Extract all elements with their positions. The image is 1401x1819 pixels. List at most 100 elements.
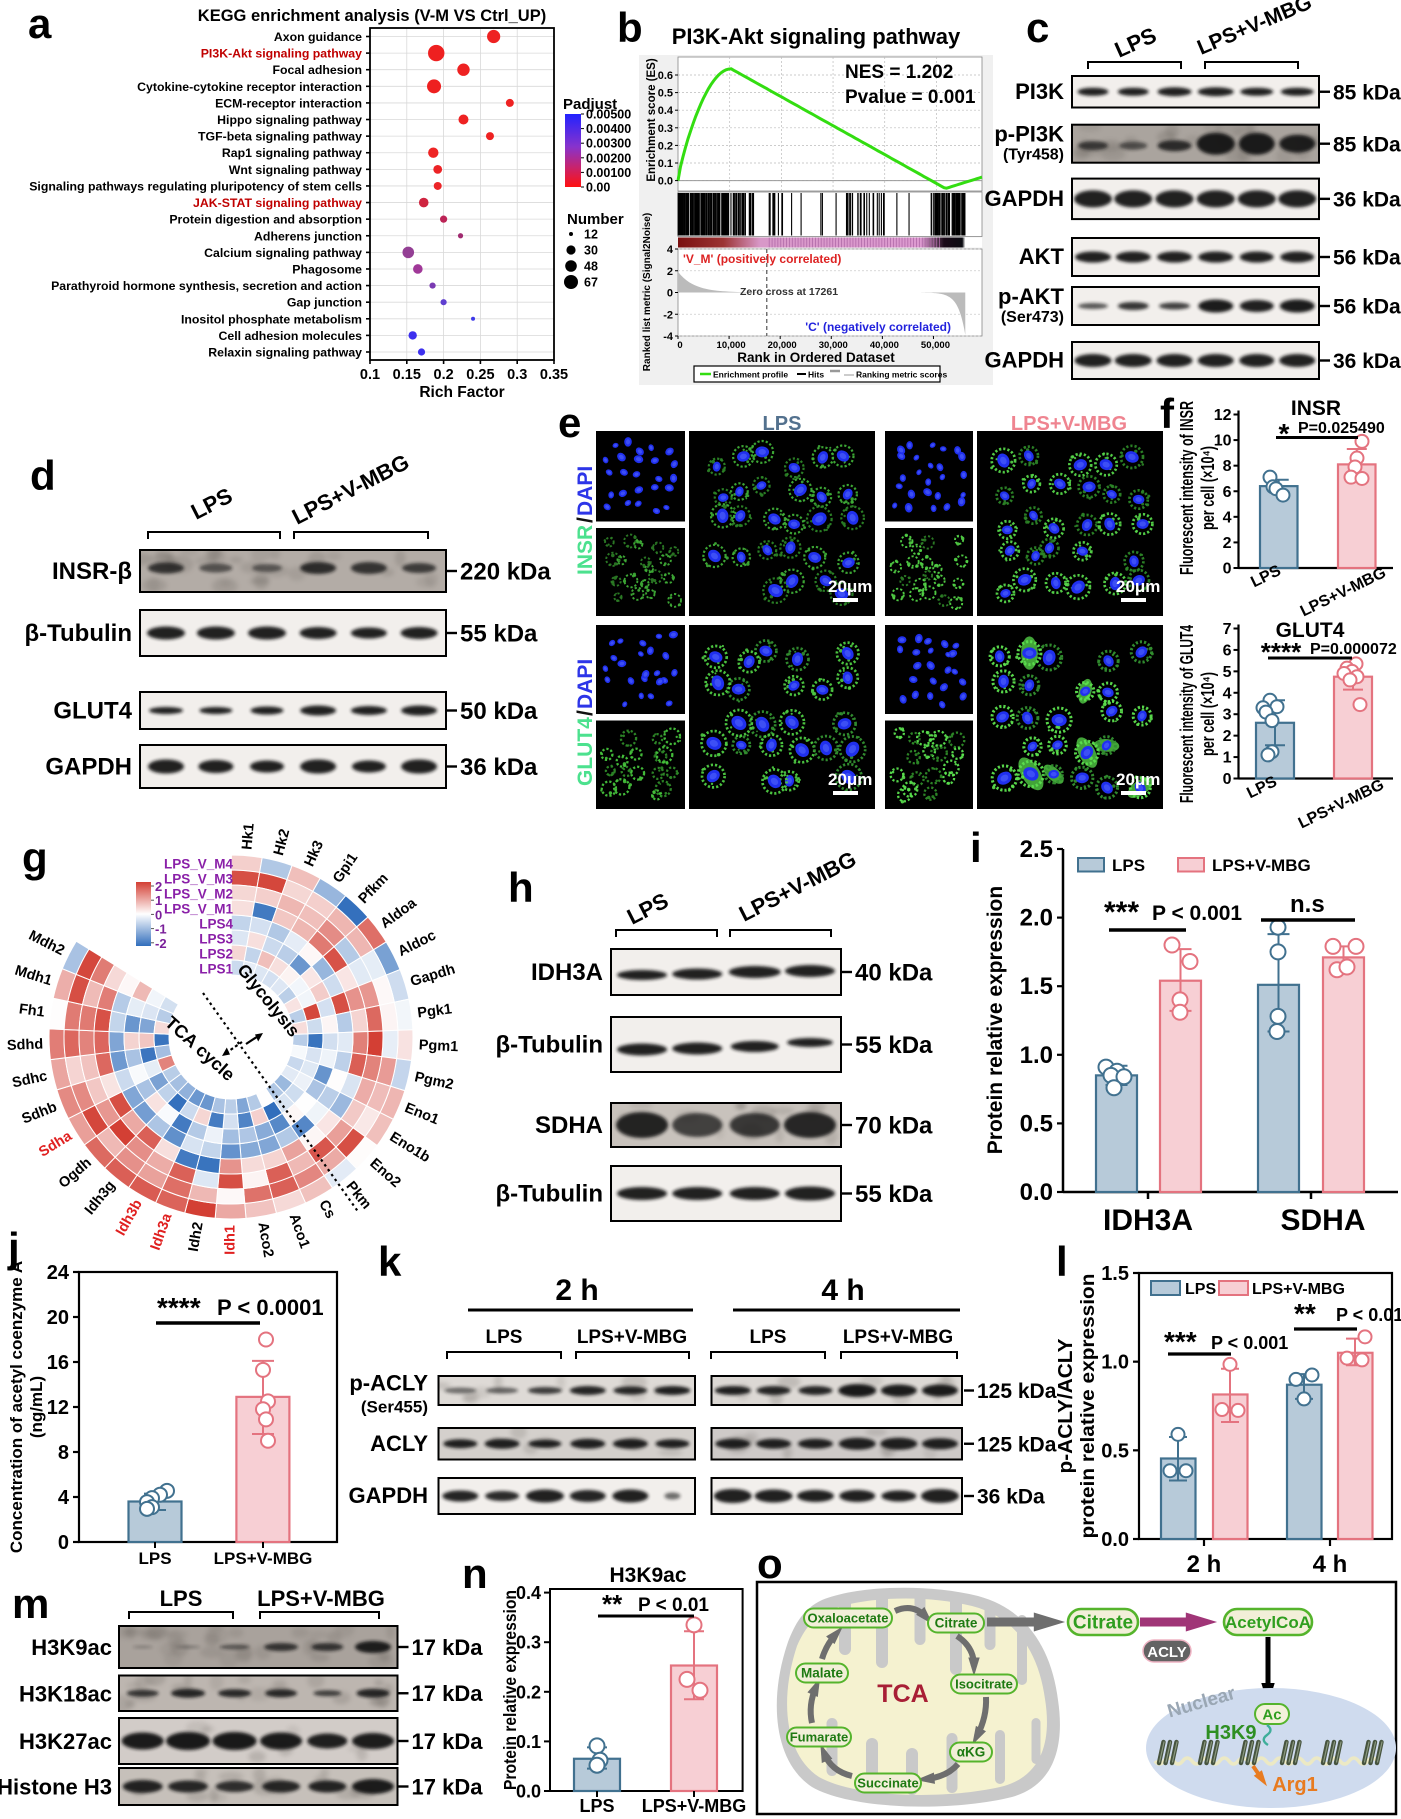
- svg-text:0.00200: 0.00200: [586, 151, 631, 165]
- svg-text:Aco2: Aco2: [254, 1221, 276, 1259]
- svg-text:P < 0.0001: P < 0.0001: [217, 1295, 324, 1320]
- svg-text:0.0: 0.0: [658, 176, 673, 188]
- svg-text:*: *: [1279, 418, 1290, 449]
- svg-text:LPS: LPS: [579, 1796, 614, 1816]
- svg-text:P=0.000072: P=0.000072: [1310, 641, 1397, 658]
- svg-text:m: m: [12, 1580, 49, 1627]
- svg-text:Ranked list metric (Signal2Noi: Ranked list metric (Signal2Noise): [642, 213, 653, 371]
- svg-text:0: 0: [677, 340, 682, 351]
- svg-text:48: 48: [584, 260, 598, 274]
- svg-text:h: h: [508, 864, 534, 911]
- svg-text:0.0: 0.0: [516, 1782, 541, 1802]
- svg-text:/: /: [574, 710, 597, 716]
- svg-text:INSR: INSR: [1291, 397, 1341, 420]
- svg-text:-2: -2: [663, 309, 673, 321]
- svg-text:6: 6: [1223, 484, 1232, 501]
- svg-text:PI3K-Akt signaling pathway: PI3K-Akt signaling pathway: [672, 24, 961, 49]
- svg-text:0.5: 0.5: [1020, 1110, 1053, 1137]
- svg-text:Gap junction: Gap junction: [287, 296, 362, 310]
- svg-text:LPS+V-MBG: LPS+V-MBG: [577, 1327, 687, 1348]
- svg-text:Histone H3: Histone H3: [0, 1775, 112, 1800]
- svg-text:p-AKT: p-AKT: [998, 284, 1065, 309]
- svg-text:20: 20: [47, 1307, 69, 1329]
- svg-text:0: 0: [1223, 771, 1232, 788]
- svg-text:0.00: 0.00: [586, 181, 610, 195]
- svg-text:Calcium signaling pathway: Calcium signaling pathway: [204, 246, 362, 260]
- svg-text:0.00400: 0.00400: [586, 122, 631, 136]
- svg-text:Pgm1: Pgm1: [418, 1037, 458, 1055]
- svg-text:LPS+V-MBG: LPS+V-MBG: [1212, 856, 1311, 875]
- svg-text:0.4: 0.4: [516, 1583, 541, 1603]
- svg-text:GAPDH: GAPDH: [985, 186, 1064, 211]
- svg-text:0.6: 0.6: [658, 70, 673, 82]
- svg-text:Hk1: Hk1: [239, 823, 257, 851]
- svg-text:125 kDa: 125 kDa: [977, 1380, 1057, 1403]
- svg-text:50,000: 50,000: [921, 340, 950, 351]
- svg-text:Ranking metric scores: Ranking metric scores: [856, 370, 947, 380]
- svg-text:2: 2: [667, 266, 673, 278]
- svg-text:***: ***: [1164, 1326, 1197, 1357]
- svg-text:b: b: [617, 4, 643, 51]
- svg-text:0.2: 0.2: [658, 140, 673, 152]
- svg-text:Focal adhesion: Focal adhesion: [272, 63, 362, 77]
- svg-text:P < 0.01: P < 0.01: [638, 1595, 709, 1616]
- svg-text:IDH3A: IDH3A: [531, 959, 603, 986]
- svg-text:TGF-beta signaling pathway: TGF-beta signaling pathway: [198, 130, 362, 144]
- svg-text:Signaling pathways regulating: Signaling pathways regulating pluripoten…: [29, 179, 362, 193]
- svg-text:H3K9ac: H3K9ac: [609, 1564, 686, 1587]
- svg-text:GAPDH: GAPDH: [349, 1483, 428, 1508]
- svg-text:7: 7: [1223, 621, 1232, 638]
- svg-text:SDHA: SDHA: [1280, 1204, 1365, 1237]
- svg-text:1.0: 1.0: [1020, 1042, 1053, 1069]
- svg-text:-4: -4: [663, 331, 674, 343]
- svg-text:30,000: 30,000: [819, 340, 848, 351]
- svg-text:DAPI: DAPI: [574, 659, 597, 709]
- svg-text:0.3: 0.3: [658, 123, 673, 135]
- svg-text:0: 0: [1223, 561, 1232, 578]
- svg-text:k: k: [378, 1238, 402, 1285]
- svg-text:LPS: LPS: [1185, 1281, 1216, 1298]
- svg-text:SDHA: SDHA: [535, 1112, 603, 1139]
- svg-text:4: 4: [58, 1487, 70, 1509]
- svg-text:Adherens junction: Adherens junction: [254, 229, 362, 243]
- svg-text:LPS1: LPS1: [199, 962, 233, 977]
- svg-text:INSR: INSR: [574, 525, 597, 575]
- svg-text:0.00500: 0.00500: [586, 108, 631, 122]
- svg-text:1.0: 1.0: [1101, 1352, 1129, 1374]
- svg-text:6: 6: [1223, 642, 1232, 659]
- svg-text:protein relative expression: protein relative expression: [1078, 1274, 1099, 1539]
- svg-text:2 h: 2 h: [1187, 1551, 1222, 1578]
- svg-text:1: 1: [155, 893, 162, 908]
- svg-text:1: 1: [1223, 750, 1232, 767]
- svg-text:GLUT4: GLUT4: [1276, 619, 1345, 642]
- svg-text:PI3K-Akt signaling pathway: PI3K-Akt signaling pathway: [201, 47, 362, 61]
- svg-text:4: 4: [667, 244, 674, 256]
- svg-text:17 kDa: 17 kDa: [412, 1729, 484, 1754]
- svg-text:n.s: n.s: [1290, 891, 1325, 918]
- svg-text:17 kDa: 17 kDa: [412, 1681, 484, 1706]
- svg-text:αKG: αKG: [957, 1745, 986, 1760]
- svg-text:20μm: 20μm: [1116, 770, 1160, 789]
- svg-text:Padjust: Padjust: [563, 96, 617, 113]
- svg-text:Sdhc: Sdhc: [11, 1068, 49, 1091]
- svg-text:j: j: [7, 1224, 20, 1271]
- svg-text:Isocitrate: Isocitrate: [955, 1677, 1013, 1692]
- svg-text:85 kDa: 85 kDa: [1333, 81, 1401, 104]
- svg-text:***: ***: [1104, 896, 1139, 929]
- svg-text:LPS4: LPS4: [199, 917, 233, 932]
- svg-text:LPS+V-MBG: LPS+V-MBG: [257, 1586, 385, 1611]
- svg-text:40,000: 40,000: [870, 340, 899, 351]
- svg-text:(Ser473): (Ser473): [1001, 309, 1064, 326]
- svg-text:KEGG enrichment analysis (V-M: KEGG enrichment analysis (V-M VS Ctrl_UP…: [198, 7, 546, 25]
- svg-text:Oxaloacetate: Oxaloacetate: [808, 1611, 889, 1626]
- svg-text:0.5: 0.5: [658, 88, 673, 100]
- svg-text:AKT: AKT: [1019, 244, 1065, 269]
- svg-text:4 h: 4 h: [1313, 1551, 1348, 1578]
- svg-text:LPS_V_M3: LPS_V_M3: [164, 872, 234, 887]
- svg-text:0.15: 0.15: [393, 367, 421, 383]
- svg-text:β-Tubulin: β-Tubulin: [25, 620, 133, 647]
- svg-text:56 kDa: 56 kDa: [1333, 247, 1401, 270]
- svg-text:p-ACLY/ACLY: p-ACLY/ACLY: [1055, 1338, 1077, 1474]
- svg-text:INSR-β: INSR-β: [52, 558, 132, 585]
- svg-text:0: 0: [155, 907, 162, 922]
